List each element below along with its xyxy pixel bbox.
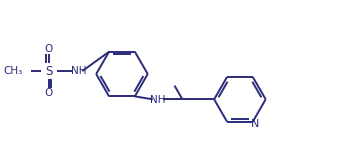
Text: O: O bbox=[45, 88, 53, 98]
Text: O: O bbox=[45, 44, 53, 54]
Text: N: N bbox=[251, 119, 259, 129]
Text: S: S bbox=[45, 65, 52, 78]
Text: NH: NH bbox=[150, 95, 165, 105]
Text: NH: NH bbox=[71, 66, 86, 76]
Text: CH₃: CH₃ bbox=[3, 66, 23, 76]
